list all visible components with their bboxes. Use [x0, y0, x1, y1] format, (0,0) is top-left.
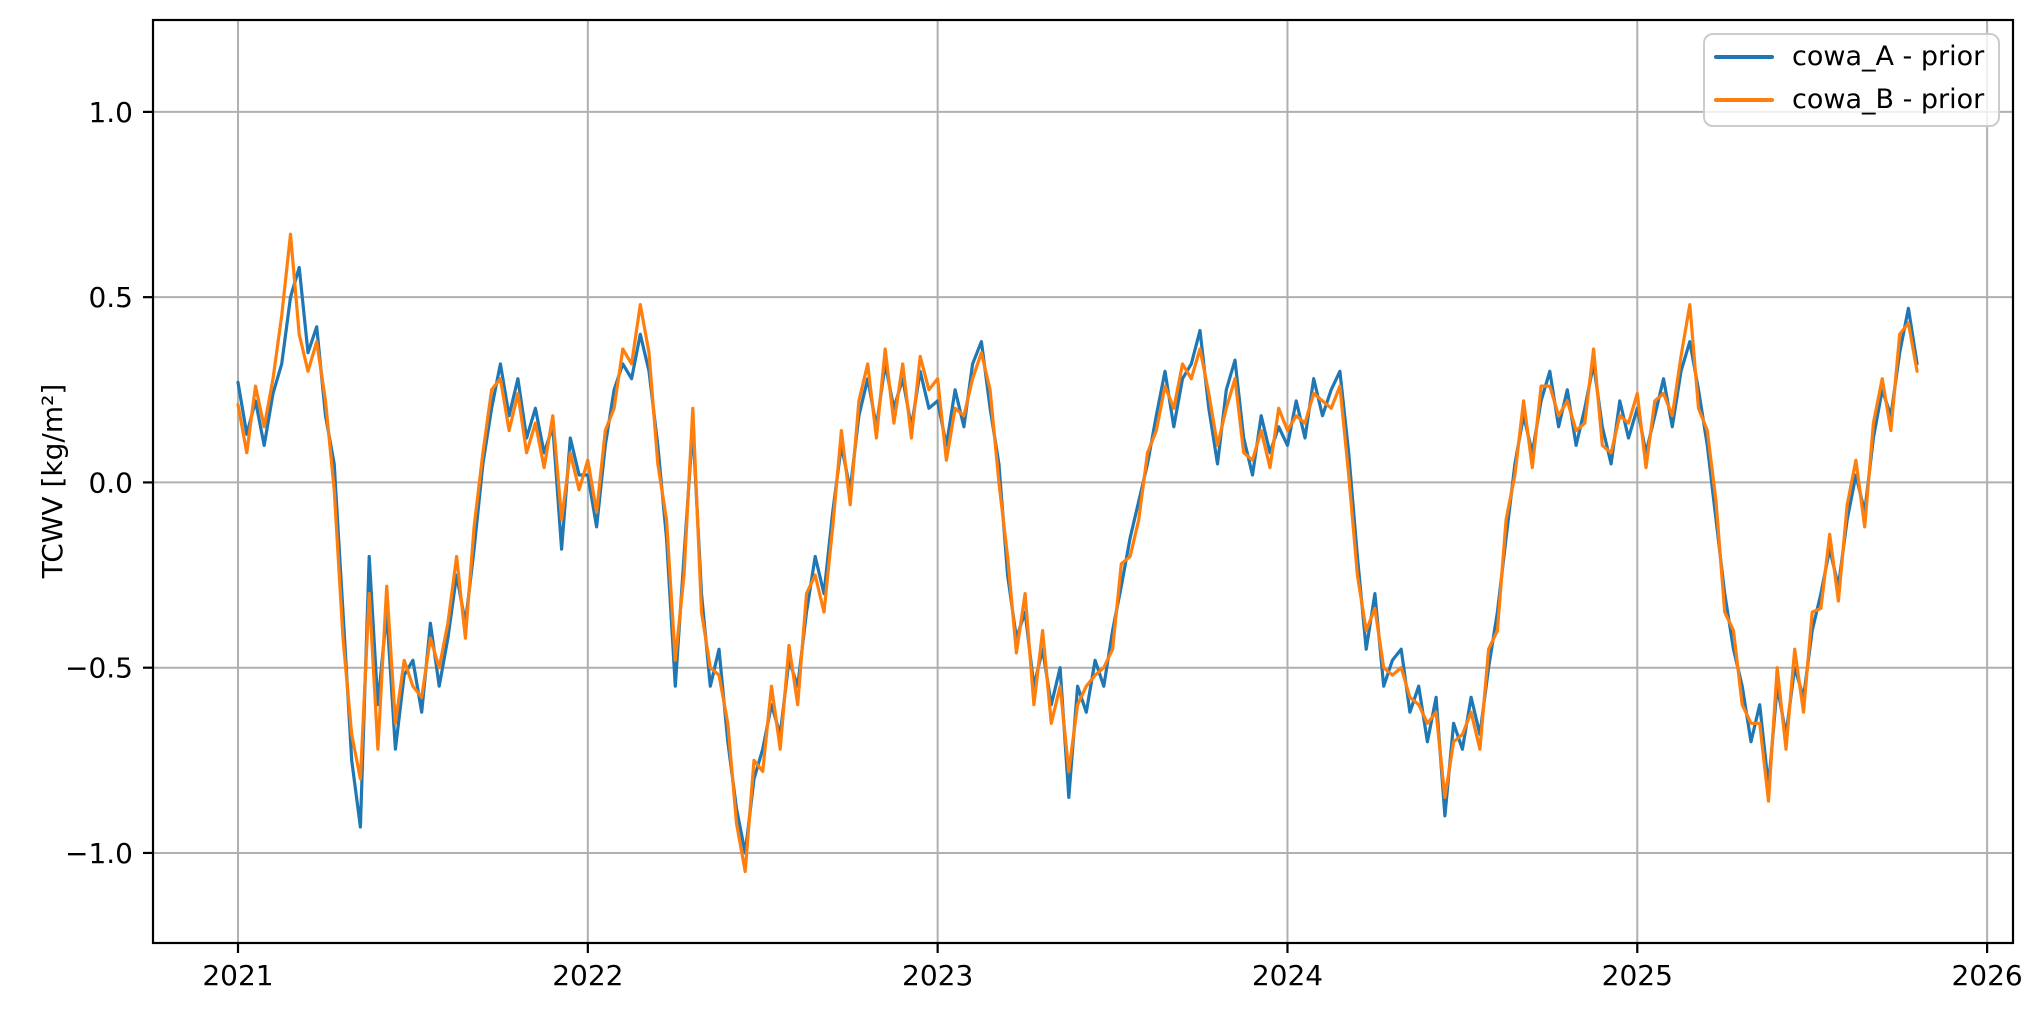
x-tick-label-2022: 2022: [552, 959, 623, 992]
legend: cowa_A - prior cowa_B - prior: [1703, 33, 2000, 127]
x-tick-label-2026: 2026: [1951, 959, 2022, 992]
x-tick-label-2023: 2023: [902, 959, 973, 992]
y-axis-label: TCWV [kg/m²]: [36, 384, 69, 580]
series-line-cowa-b-prior: [236, 232, 1919, 874]
y-tick-label-0-5: 0.5: [88, 281, 133, 314]
legend-swatch-cowa-a-prior: [1714, 54, 1774, 59]
axes-layer: 2021 2022 2023 2024 2025 2026 1.0 0.5 0.0 −0.5 −1.…: [65, 18, 2023, 992]
series-line-cowa-a-prior: [236, 265, 1919, 855]
y-tick-label-0-5: −0.5: [65, 652, 133, 685]
x-tick-label-2021: 2021: [202, 959, 273, 992]
y-tick-label-1-0: 1.0: [88, 96, 133, 129]
legend-swatch-cowa-b-prior: [1714, 97, 1774, 102]
x-tick-label-2025: 2025: [1602, 959, 1673, 992]
legend-item-cowa-b-prior: cowa_B - prior: [1714, 78, 1998, 121]
y-tick-label-1-0: −1.0: [65, 837, 133, 870]
legend-label-cowa-a-prior: cowa_A - prior: [1792, 41, 1985, 72]
x-tick-label-2024: 2024: [1252, 959, 1323, 992]
legend-item-cowa-a-prior: cowa_A - prior: [1714, 35, 1998, 78]
series-layer: [236, 232, 1919, 874]
y-tick-label-0-0: 0.0: [88, 466, 133, 499]
legend-label-cowa-b-prior: cowa_B - prior: [1792, 84, 1985, 115]
grid-layer: [153, 20, 2013, 943]
